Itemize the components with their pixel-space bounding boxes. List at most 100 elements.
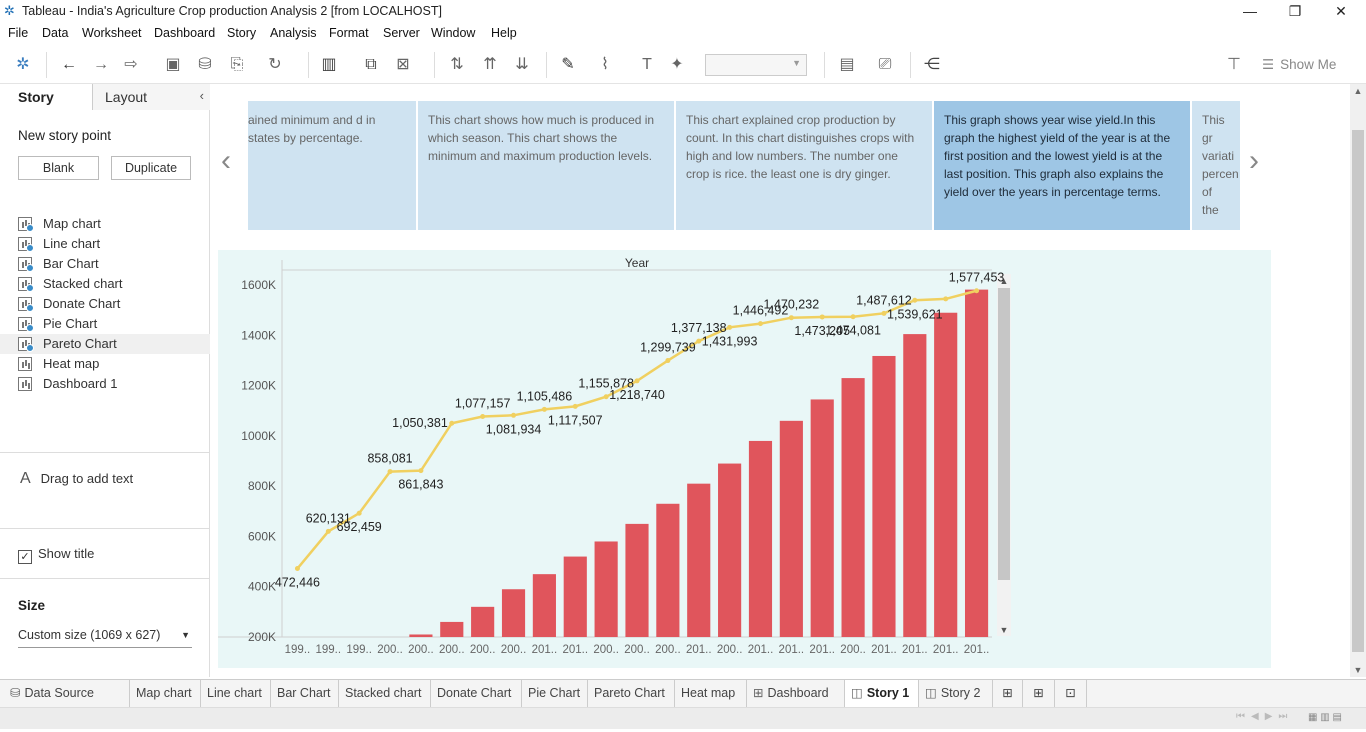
line-point[interactable] (387, 469, 393, 475)
minimize-button[interactable]: — (1243, 3, 1257, 19)
tab-story-1[interactable]: ◫ Story 1 (845, 680, 919, 708)
pause-updates-icon[interactable]: ⎘ (230, 56, 244, 73)
line-point[interactable] (572, 403, 578, 409)
sheet-item-pareto-chart[interactable]: Pareto Chart (0, 334, 210, 354)
scroll-down-icon[interactable]: ▼ (1353, 665, 1363, 675)
line-point[interactable] (819, 314, 825, 320)
restore-button[interactable]: ❐ (1288, 3, 1302, 19)
pin-icon[interactable]: ✦ (670, 56, 684, 73)
save-icon[interactable]: ▣ (165, 56, 181, 73)
sheet-navigation-icons[interactable]: ⏮◀▶⏭ (1236, 711, 1294, 722)
menu-story[interactable]: Story (227, 26, 257, 40)
bar[interactable] (964, 289, 989, 637)
tab-story[interactable]: Story (0, 84, 92, 110)
chart-scroll-up-icon[interactable]: ▲ (1000, 276, 1009, 286)
sort-ascending-icon[interactable]: ⇈ (483, 56, 497, 73)
menu-data[interactable]: Data (42, 26, 69, 40)
menu-server[interactable]: Server (383, 26, 420, 40)
sheet-item-line-chart[interactable]: Line chart (0, 234, 210, 254)
line-point[interactable] (634, 378, 640, 384)
blank-button[interactable]: Blank (18, 156, 99, 180)
drag-to-add-text[interactable]: A Drag to add text (20, 470, 133, 488)
new-worksheet-tab-icon[interactable]: ⊞ (993, 680, 1023, 708)
sheet-item-dashboard-1[interactable]: Dashboard 1 (0, 374, 210, 394)
bar[interactable] (718, 463, 742, 637)
line-point[interactable] (696, 338, 702, 344)
bar[interactable] (934, 312, 958, 637)
clear-sheet-icon[interactable]: ⊠ (396, 56, 410, 73)
size-selector[interactable]: Custom size (1069 x 627) ▼ (18, 628, 192, 648)
bar[interactable] (501, 589, 526, 637)
line-point[interactable] (294, 566, 300, 572)
story-point-caption[interactable]: ained minimum and d in states by percent… (248, 101, 416, 230)
next-story-point-icon[interactable]: › (1249, 144, 1259, 177)
tab-heat-map[interactable]: Heat map (675, 680, 747, 708)
tab-pareto-chart[interactable]: Pareto Chart (588, 680, 675, 708)
sheet-item-pie-chart[interactable]: Pie Chart (0, 314, 210, 334)
line-point[interactable] (356, 510, 362, 516)
view-mode-icons[interactable]: ▦ ▥ ▤ (1308, 712, 1342, 723)
duplicate-sheet-icon[interactable]: ⧉ (365, 56, 377, 73)
new-story-tab-icon[interactable]: ⊡ (1055, 680, 1087, 708)
refresh-icon[interactable]: ↻ (268, 56, 282, 73)
line-point[interactable] (881, 310, 887, 316)
bar[interactable] (841, 378, 865, 637)
tab-bar-chart[interactable]: Bar Chart (271, 680, 339, 708)
line-point[interactable] (850, 314, 856, 320)
close-button[interactable]: ✕ (1335, 3, 1347, 19)
menu-worksheet[interactable]: Worksheet (82, 26, 142, 40)
menu-dashboard[interactable]: Dashboard (154, 26, 216, 40)
scroll-up-icon[interactable]: ▲ (1353, 86, 1363, 96)
line-point[interactable] (788, 315, 794, 321)
story-point-caption[interactable]: This gr variati percen of the (1192, 101, 1240, 230)
replay-icon[interactable]: ⇨ (124, 56, 138, 73)
line-point[interactable] (325, 528, 331, 534)
bar[interactable] (687, 483, 711, 637)
scrollbar-thumb[interactable] (1352, 130, 1364, 652)
redo-icon[interactable]: → (93, 56, 109, 73)
tab-layout[interactable]: Layout ‹ (92, 84, 210, 110)
sheet-item-stacked-chart[interactable]: Stacked chart (0, 274, 210, 294)
attach-icon[interactable]: ⌇ (601, 56, 609, 73)
sort-descending-icon[interactable]: ⇊ (515, 56, 529, 73)
line-point[interactable] (943, 296, 949, 302)
bar[interactable] (563, 556, 587, 637)
undo-icon[interactable]: ← (61, 56, 77, 73)
line-point[interactable] (727, 324, 733, 330)
collapse-pane-icon[interactable]: ‹ (199, 88, 204, 103)
text-label-icon[interactable]: T (642, 56, 652, 73)
line-point[interactable] (757, 321, 763, 327)
bar[interactable] (779, 420, 803, 637)
menu-analysis[interactable]: Analysis (270, 26, 317, 40)
vertical-scrollbar[interactable]: ▲ ▼ (1350, 84, 1366, 677)
sheet-item-bar-chart[interactable]: Bar Chart (0, 254, 210, 274)
bar[interactable] (440, 621, 464, 637)
tab-pie-chart[interactable]: Pie Chart (522, 680, 588, 708)
bar[interactable] (625, 523, 649, 637)
bar[interactable] (656, 503, 680, 637)
bar[interactable] (471, 606, 495, 637)
story-point-caption[interactable]: This chart shows how much is produced in… (418, 101, 674, 230)
sheet-item-donate-chart[interactable]: Donate Chart (0, 294, 210, 314)
tab-dashboard-1[interactable]: ⊞Dashboard 1 (747, 680, 845, 726)
sheet-item-heat-map[interactable]: Heat map (0, 354, 210, 374)
menu-window[interactable]: Window (431, 26, 476, 40)
format-painter-icon[interactable]: ⊤ (1227, 56, 1241, 73)
show-title-checkbox[interactable]: ✓ Show title (18, 546, 94, 564)
highlight-icon[interactable]: ✎ (561, 56, 575, 73)
duplicate-button[interactable]: Duplicate (111, 156, 191, 180)
line-point[interactable] (665, 358, 671, 364)
story-point-caption[interactable]: This chart explained crop production by … (676, 101, 932, 230)
line-point[interactable] (449, 420, 455, 426)
show-me-button[interactable]: ☰ Show Me (1262, 54, 1336, 76)
line-point[interactable] (511, 412, 517, 418)
line-point[interactable] (541, 406, 547, 412)
menu-format[interactable]: Format (329, 26, 369, 40)
share-icon[interactable]: ⋲ (924, 56, 940, 73)
bar[interactable] (748, 440, 773, 637)
tab-donate-chart[interactable]: Donate Chart (431, 680, 522, 708)
new-data-source-icon[interactable]: ⛁ (198, 56, 212, 73)
bar[interactable] (872, 355, 896, 637)
bar[interactable] (810, 399, 834, 637)
bar[interactable] (903, 334, 927, 637)
